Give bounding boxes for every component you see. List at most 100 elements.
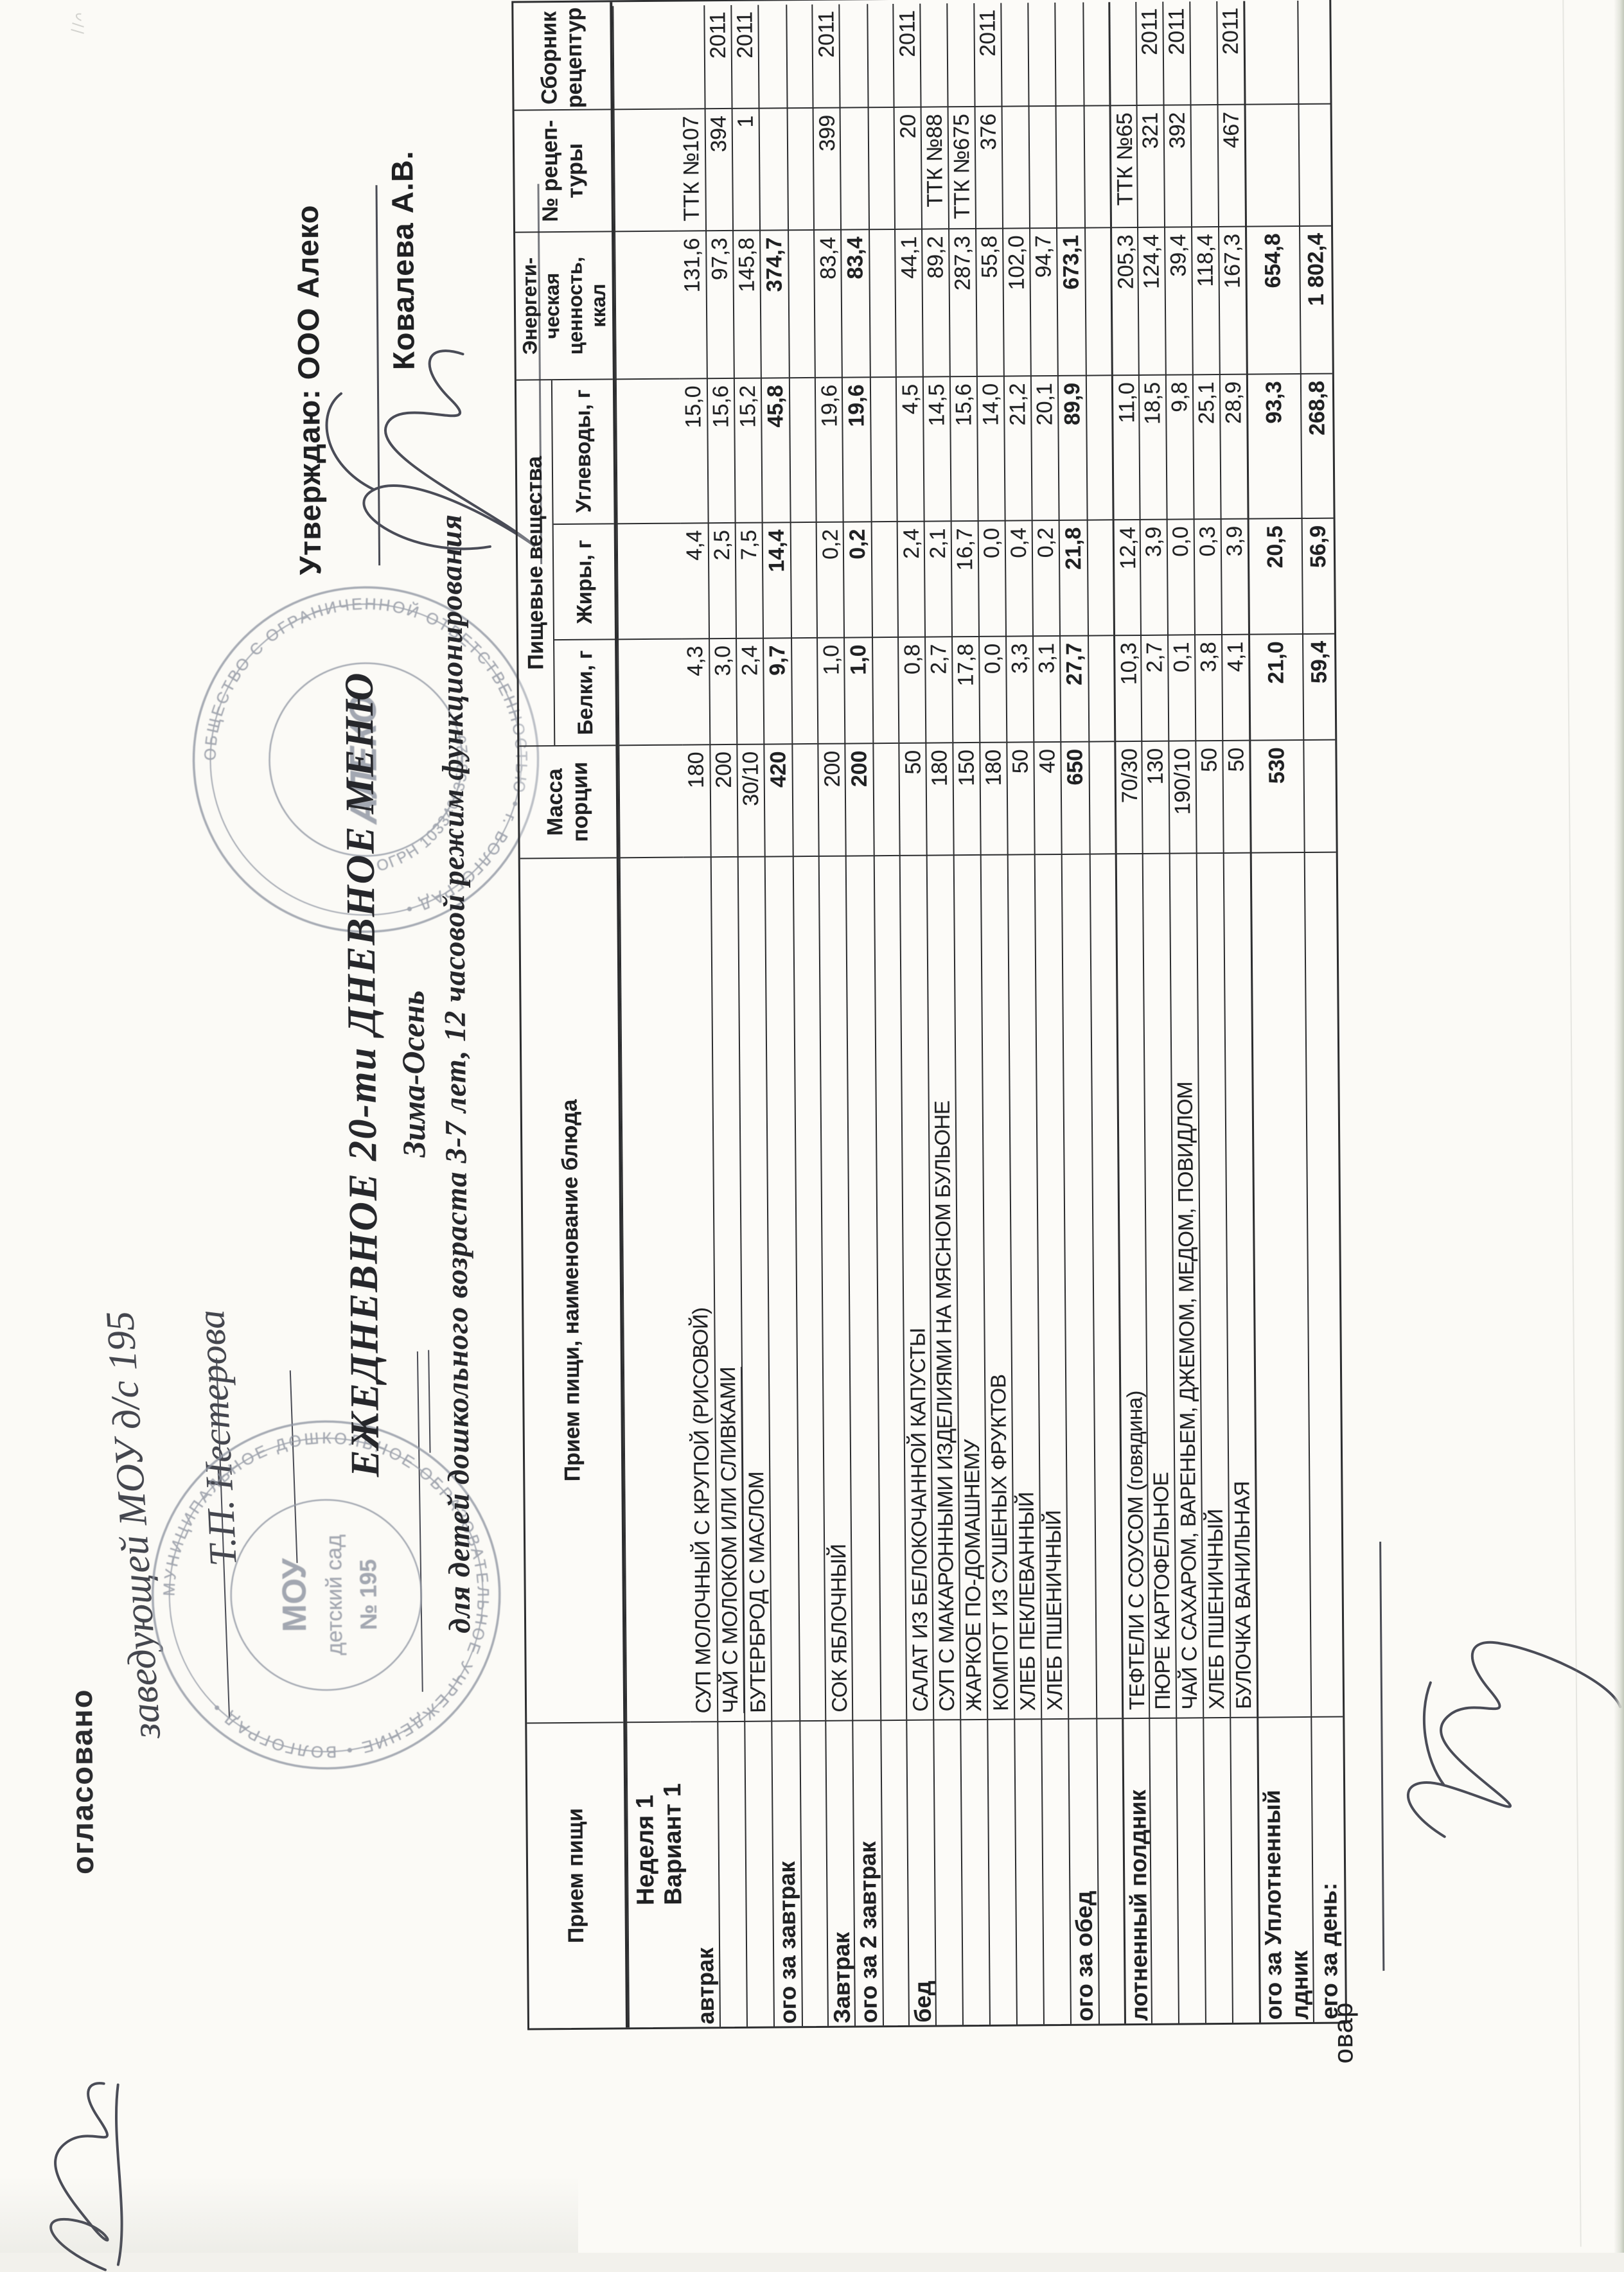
row-1-recipe: 394	[704, 107, 734, 231]
row-20-kcal: 167,3	[1218, 225, 1246, 374]
week-empty-kcal	[614, 230, 680, 379]
title-line-2: Зима-Осень	[394, 990, 432, 1158]
row-0-fat: 4,4	[680, 522, 709, 638]
table-body: автрак СУП МОЛОЧНЫЙ С КРУПОЙ (РИСОВОЙ) 180…	[676, 0, 1345, 2027]
row-7-fat	[870, 520, 898, 637]
row-10-carbs: 15,6	[949, 375, 978, 521]
header-dish: Прием пищи, наименование блюда	[520, 857, 624, 1723]
row-8-source: 2011	[892, 3, 922, 107]
row-15-recipe	[1083, 105, 1111, 227]
row-9-meal	[933, 1719, 962, 2025]
document-title-block: ЕЖЕДНЕВНОЕ 20-ти ДНЕВНОЕ МЕНЮ Зима-Осень…	[332, 193, 481, 1955]
row-4-kcal	[788, 229, 815, 378]
scanner-edge-strip	[1614, 0, 1624, 2253]
week-empty-source	[612, 5, 678, 109]
row-10-mass: 150	[952, 741, 980, 855]
row-10-fat: 16,7	[950, 520, 979, 637]
row-6-recipe	[839, 107, 869, 229]
row-21-protein: 21,0	[1248, 633, 1303, 740]
row-20-source: 2011	[1216, 1, 1244, 104]
row-6-fat: 0,2	[842, 521, 872, 637]
row-5-meal: Завтрак	[825, 1720, 856, 2026]
row-20-meal	[1230, 1716, 1259, 2023]
row-7-source	[867, 3, 894, 107]
row-5-protein: 1,0	[816, 637, 846, 743]
stamp-left-center-1: МОУ	[276, 1558, 313, 1632]
row-4-recipe	[786, 107, 814, 230]
row-18-mass: 190/10	[1168, 740, 1196, 853]
row-21-recipe	[1244, 103, 1300, 226]
row-7-kcal	[869, 228, 896, 377]
row-5-carbs: 19,6	[814, 376, 844, 522]
kindergarten-round-stamp: МУНИЦИПАЛЬНОЕ ДОШКОЛЬНОЕ ОБРАЗОВАТЕЛЬНОЕ…	[151, 1420, 501, 1770]
row-14-carbs: 89,9	[1057, 374, 1087, 520]
row-18-carbs: 9,8	[1165, 374, 1194, 519]
row-4-mass	[791, 743, 818, 856]
row-2-protein: 2,4	[736, 637, 764, 744]
stamp-right-center: АЛЕКО	[342, 695, 385, 826]
row-21-fat: 20,5	[1247, 517, 1302, 634]
row-14-meal: ого за обед	[1068, 1718, 1099, 2024]
week-empty-mass	[618, 744, 684, 858]
row-11-protein: 0,0	[978, 635, 1007, 742]
row-17-mass: 130	[1141, 740, 1169, 853]
row-20-recipe: 467	[1217, 103, 1246, 226]
row-16-recipe: ТТК №65	[1109, 104, 1140, 227]
row-12-protein: 3,3	[1005, 635, 1034, 742]
row-13-carbs: 20,1	[1030, 374, 1059, 520]
row-0-recipe: ТТК №107	[677, 108, 706, 231]
row-17-recipe: 321	[1136, 104, 1165, 227]
row-2-meal	[744, 1720, 774, 2027]
row-14-kcal: 673,1	[1056, 227, 1086, 375]
row-11-source: 2011	[973, 3, 1002, 106]
row-2-source: 2011	[730, 4, 759, 108]
row-22-carbs: 268,8	[1300, 373, 1334, 518]
stamp-left-center-3: № 195	[355, 1559, 382, 1630]
row-22-dish	[1303, 851, 1343, 1716]
week-variant-label: Неделя 1 Вариант 1	[626, 1721, 693, 2028]
row-21-source	[1243, 1, 1298, 104]
row-8-fat: 2,4	[896, 520, 926, 637]
row-13-source	[1027, 2, 1055, 106]
row-17-fat: 3,9	[1139, 518, 1168, 635]
row-14-mass: 650	[1060, 741, 1090, 854]
row-3-fat: 14,4	[761, 522, 791, 638]
row-4-protein	[791, 637, 818, 744]
row-22-fat: 56,9	[1301, 517, 1334, 633]
row-0-meal: автрак	[690, 1721, 720, 2027]
row-1-mass: 200	[709, 743, 738, 857]
row-5-source: 2011	[811, 4, 841, 107]
header-carbs: Углеводы, г	[570, 389, 596, 513]
approved-signature	[325, 349, 536, 550]
row-11-meal	[987, 1718, 1016, 2025]
row-13-mass: 40	[1033, 741, 1061, 854]
row-21-kcal: 654,8	[1245, 225, 1300, 374]
row-6-kcal: 83,4	[840, 229, 870, 377]
row-9-recipe: ТТК №88	[920, 106, 949, 229]
row-21-meal: ого за Уплотненный лдник	[1257, 1716, 1313, 2023]
row-9-kcal: 89,2	[921, 228, 949, 376]
row-10-meal	[960, 1718, 989, 2025]
row-1-source: 2011	[703, 4, 732, 109]
row-2-mass: 30/10	[736, 743, 764, 856]
row-22-source	[1297, 0, 1330, 104]
row-20-carbs: 28,9	[1219, 373, 1248, 518]
header-mass: Масса порции	[519, 744, 617, 858]
row-2-carbs: 15,2	[733, 377, 762, 522]
row-19-mass: 50	[1195, 739, 1223, 853]
row-18-recipe: 392	[1163, 104, 1192, 227]
row-20-mass: 50	[1222, 739, 1250, 852]
row-15-source	[1082, 2, 1109, 105]
row-0-protein: 4,3	[682, 638, 710, 744]
row-9-mass: 180	[925, 742, 953, 855]
row-10-source	[946, 3, 975, 107]
row-18-meal	[1176, 1717, 1205, 2023]
row-15-meal	[1096, 1718, 1124, 2024]
row-1-meal	[717, 1720, 748, 2027]
week-empty-carbs	[615, 378, 681, 524]
row-13-fat: 0,2	[1031, 519, 1060, 636]
row-11-carbs: 14,0	[976, 375, 1005, 520]
scan-smudge	[0, 2176, 578, 2253]
row-1-carbs: 15,6	[706, 377, 736, 523]
row-8-mass: 50	[898, 742, 928, 855]
